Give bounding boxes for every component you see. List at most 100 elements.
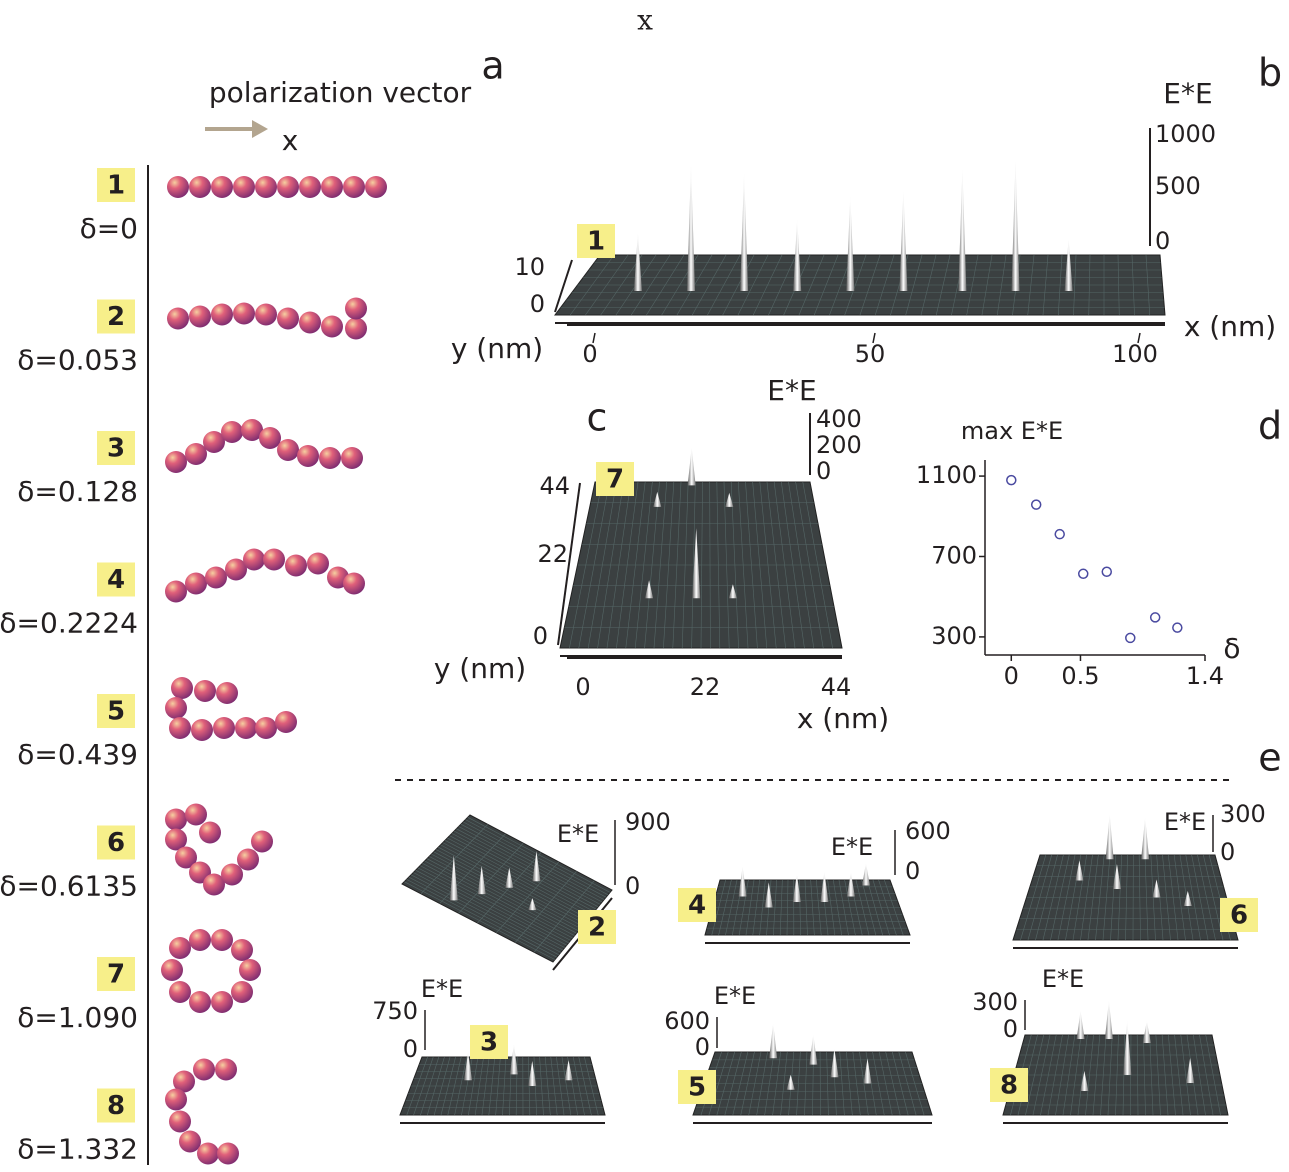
sphere [255,304,277,326]
sphere [319,447,341,469]
y-axis-label: y (nm) [451,332,543,365]
sphere [193,1059,215,1081]
marker-label: 8 [1000,1071,1018,1101]
y-tick-label: 22 [537,540,568,568]
field-peak [809,1035,817,1065]
sphere [167,176,189,198]
z-tick-label: 0 [403,1035,418,1063]
marker-label: 1 [587,227,605,257]
scatter-point [1126,633,1135,642]
z-tick-label: 600 [905,817,951,845]
sphere [345,318,367,340]
sphere [169,937,191,959]
sphere [299,176,321,198]
sphere [189,991,211,1013]
sphere [343,573,365,595]
z-axis-label: E*E [767,374,816,407]
polarization-label: polarization vector [209,76,472,109]
y-tick-label: 1100 [916,461,977,489]
x-tick-label: 22 [690,673,721,701]
z-tick-label: 0 [816,457,831,485]
sphere [185,443,207,465]
sphere [297,445,319,467]
sphere [275,711,297,733]
z-tick-label: 0 [625,872,640,900]
marker-label: 7 [606,465,624,495]
marker-label: 3 [107,434,125,464]
sphere [321,316,343,338]
x-tick-label: 1.4 [1186,662,1224,690]
field-peak [862,864,870,886]
field-peak [1077,1011,1085,1039]
sphere [189,176,211,198]
x-tick-label: 0 [582,340,597,368]
sphere [217,1143,239,1165]
x-axis-label: x (nm) [797,702,889,735]
field-peak [1105,1001,1113,1039]
marker-label: 7 [107,960,125,990]
sphere [199,822,221,844]
z-tick-label: 500 [1155,172,1201,200]
sphere [343,176,365,198]
z-axis-label: E*E [1164,808,1206,836]
marker-label: 6 [107,828,125,858]
delta-label: δ=0.053 [17,344,138,377]
marker-label: 4 [107,565,125,595]
field-peak [687,166,695,291]
x-tick-label: 44 [821,673,852,701]
field-peak [899,191,907,291]
sphere [197,1143,219,1165]
sphere [255,176,277,198]
y-tick-label: 44 [539,472,570,500]
z-tick-label: 0 [1155,227,1170,255]
scatter-point [1102,567,1111,576]
field-peak [769,1023,777,1058]
z-tick-label: 0 [905,857,920,885]
marker-label: 1 [107,171,125,201]
y-tick-label: 10 [514,253,545,281]
y-axis-label: max E*E [961,417,1063,445]
sphere [165,697,187,719]
z-tick-label: 400 [816,405,862,433]
z-tick-label: 1000 [1155,120,1216,148]
top-label: x [637,4,653,37]
panel-label: b [1258,51,1282,95]
y-tick-label: 700 [931,541,977,569]
sphere [189,929,211,951]
sphere [211,304,233,326]
field-peak [1106,814,1114,859]
field-peak [1012,161,1020,291]
z-axis-label: E*E [421,975,463,1003]
scatter-point [1007,476,1016,485]
panel-label: a [481,44,504,88]
sphere [221,864,243,886]
sphere [169,981,191,1003]
sphere [169,1111,191,1133]
marker-label: 4 [688,891,706,921]
sphere [216,682,238,704]
sphere [233,303,255,325]
z-axis-label: E*E [714,982,756,1010]
marker-label: 2 [107,302,125,332]
sphere [205,567,227,589]
y-tick-label: 0 [530,290,545,318]
sphere [165,1089,187,1111]
scatter-point [1079,569,1088,578]
sphere [165,809,187,831]
sphere [221,421,243,443]
delta-label: δ=1.332 [17,1133,138,1166]
z-tick-label: 0 [1003,1015,1018,1043]
delta-label: δ=0.2224 [0,607,138,640]
delta-label: δ=0.128 [17,475,138,508]
field-peak [958,169,966,291]
sphere [215,1059,237,1081]
x-axis-label: x (nm) [1184,310,1276,343]
figure: x polarization vector x abcde1δ=02δ=0.05… [0,0,1289,1172]
sphere [341,447,363,469]
marker-label: 2 [588,913,606,943]
sphere [161,959,183,981]
z-tick-label: 300 [1220,800,1266,828]
x-tick-label: 0 [1004,662,1019,690]
sphere [211,929,233,951]
polarization-axis: x [282,124,299,157]
